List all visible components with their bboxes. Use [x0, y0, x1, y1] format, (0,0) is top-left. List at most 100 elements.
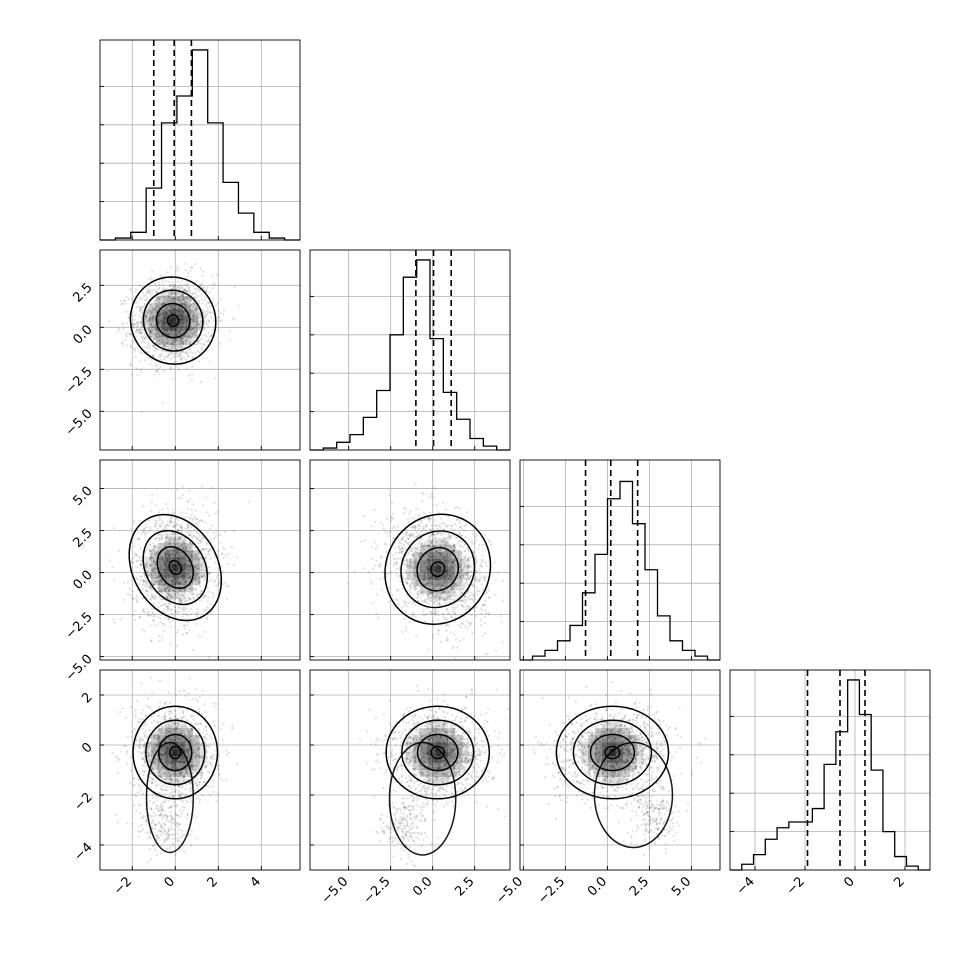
sample-point: [219, 533, 222, 537]
sample-point: [129, 344, 133, 347]
density-pixel: [157, 564, 165, 572]
density-pixel: [406, 572, 414, 580]
sample-point: [181, 547, 185, 550]
sample-point: [407, 602, 411, 605]
sample-point: [400, 550, 403, 553]
sample-point: [164, 800, 167, 803]
sample-point: [192, 313, 195, 317]
sample-point: [196, 317, 199, 320]
sample-point: [451, 550, 455, 553]
sample-point: [462, 572, 465, 576]
sample-point: [386, 517, 389, 520]
density-pixel: [455, 558, 463, 566]
sample-point: [183, 578, 186, 581]
sample-point: [168, 537, 171, 541]
sample-point: [167, 601, 170, 605]
sample-point: [439, 544, 443, 547]
sample-point: [145, 590, 149, 593]
sample-point: [212, 593, 215, 596]
sample-point: [174, 345, 177, 348]
sample-point: [409, 565, 412, 568]
sample-point: [178, 546, 181, 549]
sample-point: [422, 610, 425, 613]
sample-point: [157, 560, 160, 563]
sample-point: [138, 360, 142, 363]
sample-point: [173, 284, 176, 287]
sample-point: [158, 559, 162, 562]
sample-point: [450, 588, 453, 591]
sample-point: [186, 524, 189, 527]
sample-point: [176, 330, 179, 333]
sample-point: [448, 572, 452, 576]
sample-point: [414, 536, 417, 539]
sample-point: [404, 602, 407, 605]
sample-point: [426, 553, 429, 557]
sample-point: [444, 543, 447, 546]
sample-point: [157, 580, 160, 583]
sample-point: [180, 345, 183, 348]
sample-point: [467, 559, 471, 562]
sample-point: [445, 556, 448, 559]
sample-point: [439, 532, 442, 535]
sample-point: [197, 351, 201, 354]
sample-point: [474, 555, 477, 558]
sample-point: [146, 341, 149, 344]
sample-point: [171, 582, 174, 585]
sample-point: [185, 580, 188, 583]
sample-point: [216, 273, 219, 276]
sample-point: [173, 338, 176, 341]
sample-point: [152, 620, 155, 623]
sample-point: [363, 539, 366, 542]
sample-point: [151, 344, 155, 347]
sample-point: [171, 579, 175, 582]
sample-point: [455, 606, 458, 609]
sample-point: [416, 579, 419, 582]
sample-point: [90, 317, 92, 319]
sample-point: [140, 564, 143, 567]
density-pixel: [162, 331, 170, 339]
sample-point: [177, 524, 180, 527]
sample-point: [195, 622, 198, 626]
sample-point: [462, 606, 465, 609]
sample-point: [186, 300, 189, 304]
sample-point: [140, 556, 143, 559]
sample-point: [427, 544, 430, 548]
sample-point: [415, 531, 418, 534]
sample-point: [470, 597, 473, 600]
sample-point: [183, 541, 186, 545]
sample-point: [171, 552, 174, 556]
sample-point: [149, 639, 153, 642]
sample-point: [120, 323, 123, 326]
density-pixel: [164, 557, 172, 565]
sample-point: [206, 244, 208, 246]
sample-point: [379, 521, 382, 524]
sample-point: [148, 558, 152, 561]
sample-point: [181, 554, 185, 558]
sample-point: [160, 591, 163, 594]
sample-point: [187, 552, 190, 555]
sample-point: [465, 627, 469, 630]
sample-point: [415, 551, 418, 554]
sample-point: [203, 557, 207, 560]
density-pixel: [434, 537, 442, 545]
sample-point: [187, 500, 190, 503]
sample-point: [429, 532, 432, 536]
sample-point: [193, 515, 196, 519]
sample-point: [444, 555, 447, 558]
sample-point: [169, 292, 172, 295]
sample-point: [193, 577, 196, 580]
sample-point: [448, 567, 451, 571]
sample-point: [474, 574, 477, 577]
sample-point: [200, 518, 203, 522]
sample-point: [425, 524, 428, 527]
sample-point: [169, 351, 172, 354]
sample-point: [197, 315, 200, 319]
sample-point: [173, 592, 177, 596]
sample-point: [164, 590, 167, 593]
sample-point: [170, 516, 174, 519]
sample-point: [195, 330, 198, 333]
sample-point: [206, 531, 209, 534]
sample-point: [155, 327, 158, 331]
sample-point: [149, 363, 152, 366]
density-pixel: [176, 310, 184, 318]
